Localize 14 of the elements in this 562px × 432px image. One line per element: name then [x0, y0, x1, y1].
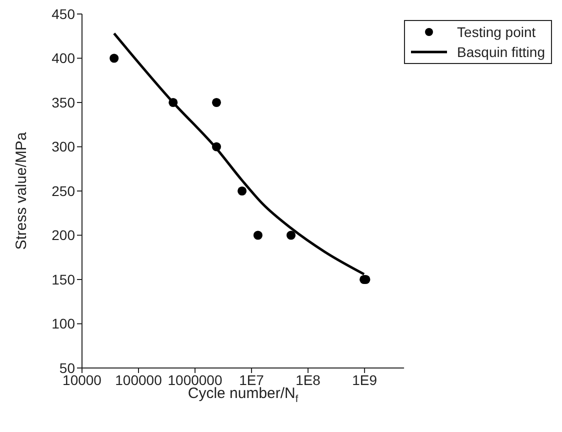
y-tick-label: 100 — [52, 316, 76, 332]
y-tick-label: 200 — [52, 227, 76, 244]
y-tick-label: 400 — [52, 50, 76, 66]
legend-label: Testing point — [457, 23, 536, 42]
y-axis-title: Stress value/MPa — [12, 132, 30, 250]
y-tick-label: 150 — [52, 271, 76, 288]
legend-label: Basquin fitting — [457, 43, 545, 62]
x-tick-label: 100000 — [115, 372, 162, 388]
x-tick-label: 1E9 — [352, 372, 378, 388]
y-tick-label: 300 — [52, 138, 76, 155]
y-tick-label: 450 — [52, 6, 76, 22]
x-tick-label: 1E8 — [296, 372, 321, 388]
y-tick-label: 250 — [52, 182, 76, 199]
y-tick-label: 350 — [52, 94, 76, 110]
